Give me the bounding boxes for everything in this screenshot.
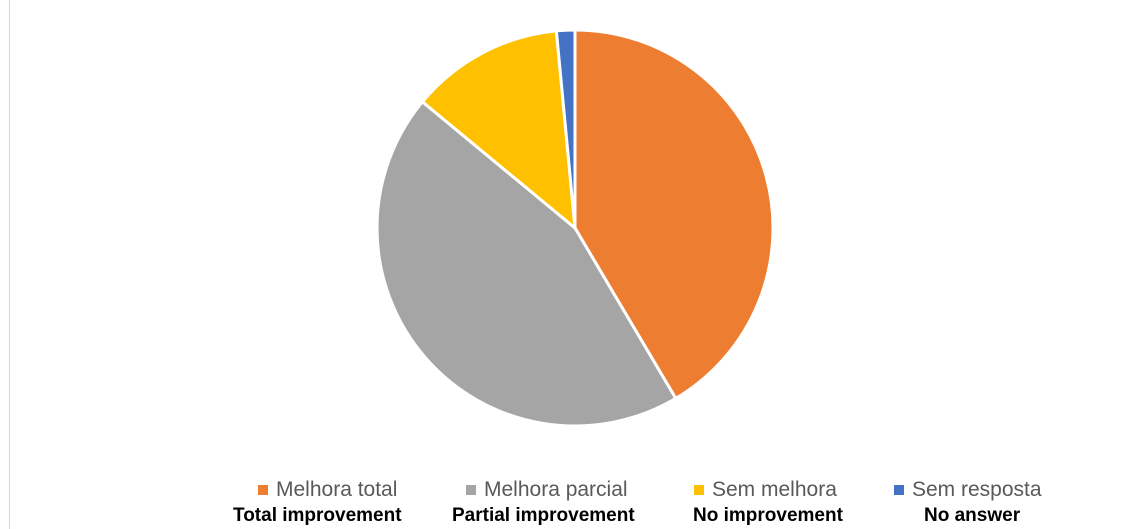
legend-label-sem-resposta: Sem resposta [912, 478, 1042, 501]
translation-partial-improvement: Partial improvement [452, 505, 635, 526]
translation-no-answer: No answer [924, 505, 1021, 526]
frame-border [9, 0, 10, 529]
legend-item-sem-resposta: Sem resposta [894, 478, 1042, 502]
translation-no-improvement: No improvement [693, 505, 843, 526]
legend-translations: Total improvement Partial improvement No… [0, 505, 1133, 529]
legend-swatch-sem-melhora [694, 485, 704, 495]
legend: Melhora total Melhora parcial Sem melhor… [0, 478, 1133, 502]
legend-item-melhora-parcial: Melhora parcial [466, 478, 628, 502]
legend-item-melhora-total: Melhora total [258, 478, 397, 502]
pie-slice-melhora-total [573, 28, 775, 400]
pie-slice-melhora-parcial [375, 100, 678, 428]
legend-swatch-melhora-total [258, 485, 268, 495]
legend-swatch-sem-resposta [894, 485, 904, 495]
legend-label-melhora-total: Melhora total [276, 478, 398, 501]
translation-total-improvement: Total improvement [233, 505, 402, 526]
legend-label-melhora-parcial: Melhora parcial [484, 478, 628, 501]
pie-slice-sem-melhora [420, 29, 577, 230]
pie-chart [375, 28, 775, 428]
legend-label-sem-melhora: Sem melhora [712, 478, 837, 501]
legend-item-sem-melhora: Sem melhora [694, 478, 837, 502]
pie-slice-sem-resposta [554, 28, 577, 230]
legend-swatch-melhora-parcial [466, 485, 476, 495]
